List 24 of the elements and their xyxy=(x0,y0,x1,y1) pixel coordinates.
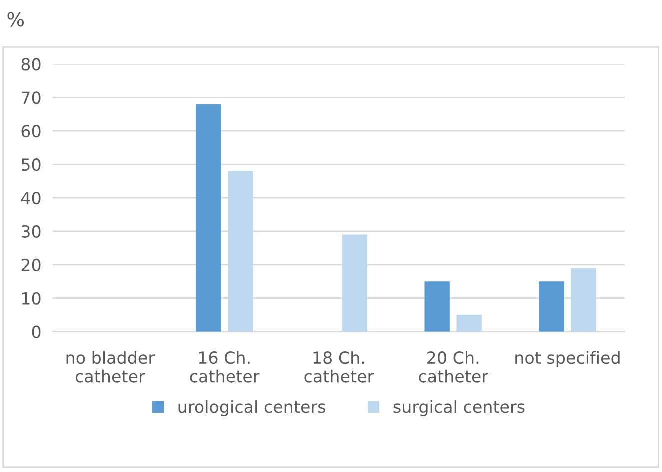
x-tick-label: no bladder catheter xyxy=(66,351,156,383)
bar xyxy=(571,268,596,332)
y-tick-label: 30 xyxy=(22,225,41,238)
y-axis-title: % xyxy=(8,12,24,27)
y-tick-label: 20 xyxy=(22,258,41,272)
x-tick-label: not specified xyxy=(516,351,620,368)
bar xyxy=(196,104,222,332)
y-tick-label: 50 xyxy=(22,158,41,172)
y-tick-label: 60 xyxy=(22,125,41,138)
bar xyxy=(456,315,482,332)
y-tick-label: 70 xyxy=(22,92,41,104)
bar xyxy=(424,282,450,332)
bar xyxy=(539,282,564,332)
x-tick-label: 18 Ch. catheter xyxy=(304,351,374,383)
y-tick-label: 0 xyxy=(32,326,41,338)
x-tick-label: 16 Ch. catheter xyxy=(190,351,260,383)
bar xyxy=(342,234,368,332)
y-tick-label: 40 xyxy=(21,192,41,205)
legend-label: urological centers xyxy=(178,400,326,416)
y-tick-label: 10 xyxy=(22,292,41,305)
y-tick-label: 80 xyxy=(22,58,41,71)
legend-label: surgical centers xyxy=(394,400,525,416)
x-tick-label: 20 Ch. catheter xyxy=(419,351,489,383)
bar xyxy=(228,171,254,332)
